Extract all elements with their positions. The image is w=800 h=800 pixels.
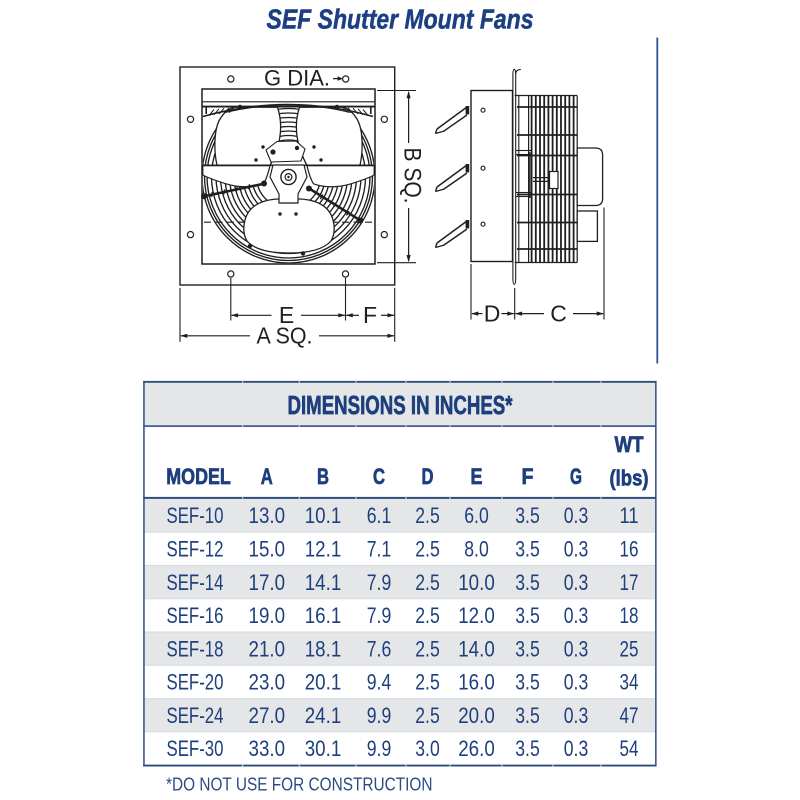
svg-text:DIMENSIONS IN INCHES*: DIMENSIONS IN INCHES* xyxy=(288,390,514,420)
svg-text:17.0: 17.0 xyxy=(249,570,286,595)
svg-text:9.9: 9.9 xyxy=(367,703,392,728)
svg-text:SEF-18: SEF-18 xyxy=(167,636,224,661)
svg-text:21.0: 21.0 xyxy=(249,636,286,661)
svg-text:WT: WT xyxy=(615,432,644,457)
svg-text:0.3: 0.3 xyxy=(564,670,589,695)
svg-text:8.0: 8.0 xyxy=(464,537,489,562)
svg-text:7.9: 7.9 xyxy=(367,603,392,628)
svg-text:2.5: 2.5 xyxy=(415,703,440,728)
svg-text:C: C xyxy=(550,300,567,326)
svg-text:3.5: 3.5 xyxy=(515,503,540,528)
svg-text:2.5: 2.5 xyxy=(415,570,440,595)
svg-text:15.0: 15.0 xyxy=(249,537,286,562)
svg-text:0.3: 0.3 xyxy=(564,636,589,661)
svg-text:18: 18 xyxy=(620,603,639,628)
svg-text:7.6: 7.6 xyxy=(367,636,392,661)
svg-text:14.1: 14.1 xyxy=(305,570,342,595)
svg-text:18.1: 18.1 xyxy=(305,636,342,661)
svg-text:SEF-12: SEF-12 xyxy=(167,537,224,562)
svg-text:13.0: 13.0 xyxy=(249,503,286,528)
svg-text:3.5: 3.5 xyxy=(515,703,540,728)
svg-text:0.3: 0.3 xyxy=(564,603,589,628)
svg-text:(lbs): (lbs) xyxy=(610,466,649,491)
svg-text:SEF Shutter Mount Fans: SEF Shutter Mount Fans xyxy=(267,3,534,34)
svg-text:F: F xyxy=(363,302,377,328)
svg-text:11: 11 xyxy=(620,503,639,528)
svg-text:2.5: 2.5 xyxy=(415,503,440,528)
svg-text:54: 54 xyxy=(620,736,639,761)
svg-text:14.0: 14.0 xyxy=(458,636,495,661)
svg-text:6.0: 6.0 xyxy=(464,503,489,528)
svg-text:25: 25 xyxy=(620,636,639,661)
svg-text:3.5: 3.5 xyxy=(515,636,540,661)
svg-text:12.1: 12.1 xyxy=(305,537,342,562)
svg-text:A SQ.: A SQ. xyxy=(257,323,313,349)
svg-text:2.5: 2.5 xyxy=(415,670,440,695)
svg-text:10.0: 10.0 xyxy=(458,570,495,595)
svg-text:E: E xyxy=(279,302,294,328)
svg-text:16: 16 xyxy=(620,537,639,562)
svg-text:G DIA.: G DIA. xyxy=(264,66,330,91)
svg-text:16.1: 16.1 xyxy=(305,603,342,628)
svg-text:*DO NOT USE FOR CONSTRUCTION: *DO NOT USE FOR CONSTRUCTION xyxy=(166,775,433,795)
svg-text:B: B xyxy=(317,464,329,489)
svg-text:MODEL: MODEL xyxy=(166,464,231,489)
svg-text:G: G xyxy=(570,464,582,489)
svg-text:3.5: 3.5 xyxy=(515,570,540,595)
svg-text:27.0: 27.0 xyxy=(249,703,286,728)
svg-text:3.5: 3.5 xyxy=(515,670,540,695)
svg-text:7.9: 7.9 xyxy=(367,570,392,595)
svg-text:23.0: 23.0 xyxy=(249,670,286,695)
svg-text:C: C xyxy=(373,464,385,489)
svg-text:A: A xyxy=(261,464,273,489)
svg-text:SEF-10: SEF-10 xyxy=(167,503,224,528)
svg-text:30.1: 30.1 xyxy=(305,736,342,761)
svg-text:10.1: 10.1 xyxy=(305,503,342,528)
svg-text:9.9: 9.9 xyxy=(367,736,392,761)
svg-text:SEF-20: SEF-20 xyxy=(167,670,224,695)
svg-text:12.0: 12.0 xyxy=(458,603,495,628)
svg-text:0.3: 0.3 xyxy=(564,570,589,595)
svg-text:2.5: 2.5 xyxy=(415,636,440,661)
svg-text:D: D xyxy=(484,300,501,326)
svg-text:SEF-16: SEF-16 xyxy=(167,603,224,628)
svg-text:3.0: 3.0 xyxy=(415,736,440,761)
svg-text:16.0: 16.0 xyxy=(458,670,495,695)
svg-text:SEF-14: SEF-14 xyxy=(167,570,224,595)
svg-text:7.1: 7.1 xyxy=(367,537,392,562)
svg-text:20.0: 20.0 xyxy=(458,703,495,728)
svg-text:3.5: 3.5 xyxy=(515,736,540,761)
svg-text:17: 17 xyxy=(620,570,639,595)
svg-text:SEF-24: SEF-24 xyxy=(167,703,224,728)
svg-text:34: 34 xyxy=(620,670,639,695)
svg-text:3.5: 3.5 xyxy=(515,603,540,628)
svg-text:E: E xyxy=(471,464,483,489)
svg-text:19.0: 19.0 xyxy=(249,603,286,628)
svg-text:F: F xyxy=(522,464,534,489)
svg-text:24.1: 24.1 xyxy=(305,703,342,728)
svg-text:0.3: 0.3 xyxy=(564,703,589,728)
svg-text:D: D xyxy=(422,464,434,489)
svg-text:20.1: 20.1 xyxy=(305,670,342,695)
svg-text:9.4: 9.4 xyxy=(367,670,392,695)
svg-text:2.5: 2.5 xyxy=(415,603,440,628)
svg-text:3.5: 3.5 xyxy=(515,537,540,562)
svg-text:26.0: 26.0 xyxy=(458,736,495,761)
svg-text:0.3: 0.3 xyxy=(564,537,589,562)
svg-text:2.5: 2.5 xyxy=(415,537,440,562)
svg-text:6.1: 6.1 xyxy=(367,503,392,528)
svg-text:SEF-30: SEF-30 xyxy=(167,736,224,761)
svg-text:B SQ.: B SQ. xyxy=(399,148,426,204)
svg-text:47: 47 xyxy=(620,703,639,728)
svg-text:0.3: 0.3 xyxy=(564,736,589,761)
svg-text:33.0: 33.0 xyxy=(249,736,286,761)
svg-text:0.3: 0.3 xyxy=(564,503,589,528)
